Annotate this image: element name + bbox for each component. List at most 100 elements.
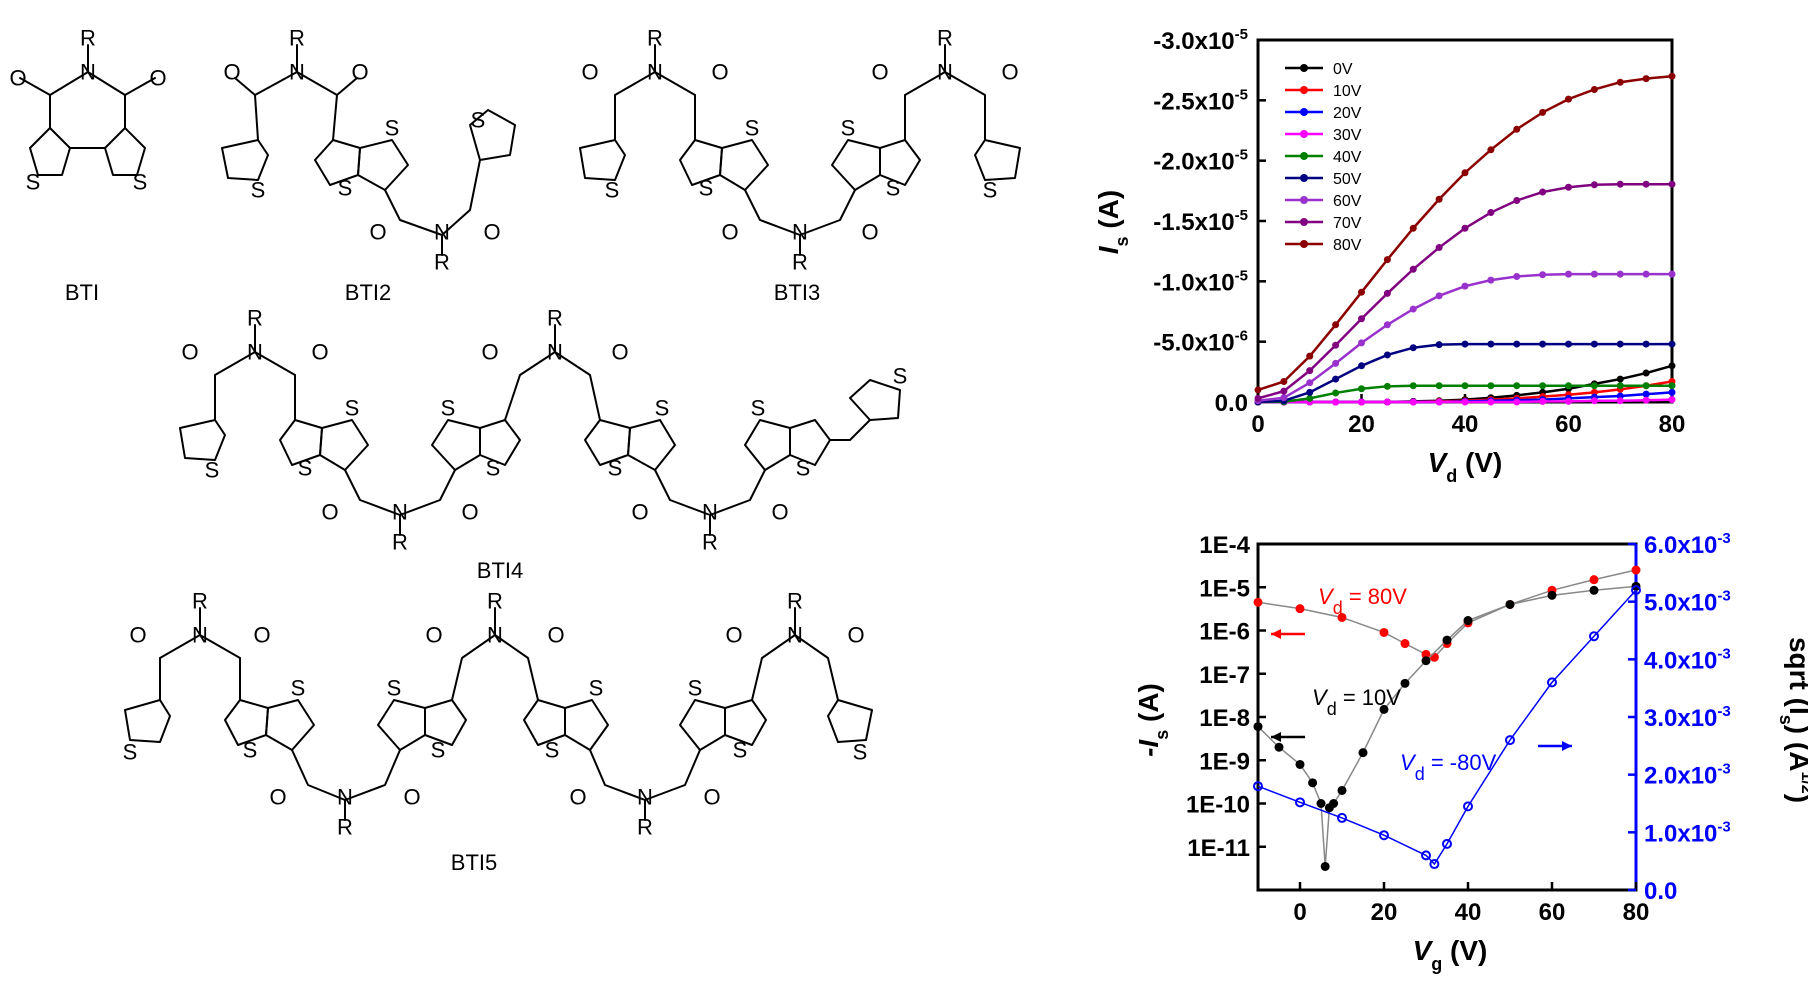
data-point <box>1421 649 1431 659</box>
data-point <box>1400 639 1410 649</box>
atom-s: S <box>387 676 402 701</box>
data-point <box>1590 397 1598 405</box>
data-point <box>1332 398 1340 406</box>
data-point <box>1308 778 1318 788</box>
atom-s: S <box>983 178 998 203</box>
data-point <box>1435 292 1443 300</box>
atom-o: O <box>711 60 728 85</box>
atom-n: N <box>547 340 563 365</box>
data-point <box>1332 321 1340 329</box>
atom-s: S <box>733 738 748 763</box>
data-point <box>1463 801 1473 812</box>
y-tick-label: 1E-6 <box>1199 619 1250 646</box>
atom-o: O <box>483 220 500 245</box>
x-tick-label: 0 <box>1293 899 1306 926</box>
data-point <box>1358 339 1365 347</box>
atom-r: R <box>637 815 653 840</box>
data-point <box>1442 838 1452 849</box>
data-point <box>1616 78 1624 86</box>
data-point <box>1642 340 1650 348</box>
atom-r: R <box>337 815 353 840</box>
data-point <box>1383 382 1391 390</box>
legend-marker <box>1300 64 1308 72</box>
atom-o: O <box>223 60 240 85</box>
data-point <box>1358 362 1365 370</box>
atom-s: S <box>853 740 868 765</box>
atom-s: S <box>298 456 313 481</box>
data-point <box>1306 394 1314 402</box>
data-point <box>1435 244 1443 252</box>
atom-s: S <box>699 176 714 201</box>
data-point <box>1513 125 1521 133</box>
legend-label: 70V <box>1333 215 1362 232</box>
series-line <box>1257 585 1637 867</box>
molecule-label-bti3: BTI3 <box>774 280 820 305</box>
molecule-bti <box>19 44 156 176</box>
legend-label: 60V <box>1333 193 1362 210</box>
atom-s: S <box>545 738 560 763</box>
data-point <box>1616 397 1624 405</box>
data-point <box>1461 224 1469 232</box>
atom-o: O <box>129 623 146 648</box>
data-point <box>1668 382 1676 390</box>
y-axis-title: -Is (A) <box>1133 683 1172 757</box>
annotation-arrowhead <box>1271 629 1281 639</box>
data-point <box>1513 273 1521 281</box>
atom-r: R <box>80 26 96 51</box>
y-tick-label: -2.0x10-5 <box>1153 147 1248 176</box>
data-point <box>1616 340 1624 348</box>
atom-o: O <box>771 500 788 525</box>
data-point <box>1421 850 1431 861</box>
molecule-bti5 <box>124 607 873 821</box>
y-tick-label: 1E-10 <box>1186 792 1250 819</box>
data-point <box>1642 270 1650 278</box>
data-point <box>1295 604 1305 614</box>
data-point <box>1409 382 1417 390</box>
atom-r: R <box>937 26 953 51</box>
atom-o: O <box>311 340 328 365</box>
data-point <box>1409 398 1417 406</box>
y-tick-label: 1E-4 <box>1199 532 1250 559</box>
y-tick-label: 1E-8 <box>1199 705 1250 732</box>
data-point <box>1435 398 1443 406</box>
atom-n: N <box>647 60 663 85</box>
atom-o: O <box>703 785 720 810</box>
atom-o: O <box>721 220 738 245</box>
data-point <box>1332 359 1340 367</box>
data-point <box>1358 748 1368 758</box>
data-point <box>1590 270 1598 278</box>
legend-label: 80V <box>1333 237 1362 254</box>
data-point <box>1487 398 1495 406</box>
data-point <box>1280 377 1288 385</box>
y-right-tick-label: 0.0 <box>1644 878 1677 905</box>
y-tick-label: -1.0x10-5 <box>1153 267 1248 296</box>
data-point <box>1668 340 1676 348</box>
data-point <box>1631 585 1641 596</box>
data-point <box>1316 799 1326 808</box>
data-point <box>1463 616 1473 626</box>
legend-marker <box>1300 86 1308 94</box>
atom-s: S <box>486 456 501 481</box>
data-point <box>1590 382 1598 390</box>
data-point <box>1358 385 1365 393</box>
data-point <box>1539 108 1547 116</box>
atom-s: S <box>471 108 486 133</box>
data-point <box>1487 146 1495 154</box>
atom-s: S <box>893 364 908 389</box>
data-point <box>1280 394 1288 402</box>
atom-o: O <box>1001 60 1018 85</box>
atom-o: O <box>611 340 628 365</box>
data-point <box>1306 367 1314 375</box>
data-point <box>1513 382 1521 390</box>
data-point <box>1383 398 1391 406</box>
data-point <box>1461 282 1469 290</box>
legend-marker <box>1300 152 1308 160</box>
data-point <box>1435 341 1443 349</box>
data-point <box>1461 340 1469 348</box>
molecule-label-bti: BTI <box>65 280 99 305</box>
data-point <box>1565 340 1572 348</box>
data-point <box>1513 340 1521 348</box>
data-point <box>1254 394 1262 402</box>
legend-label: 0V <box>1333 61 1353 78</box>
